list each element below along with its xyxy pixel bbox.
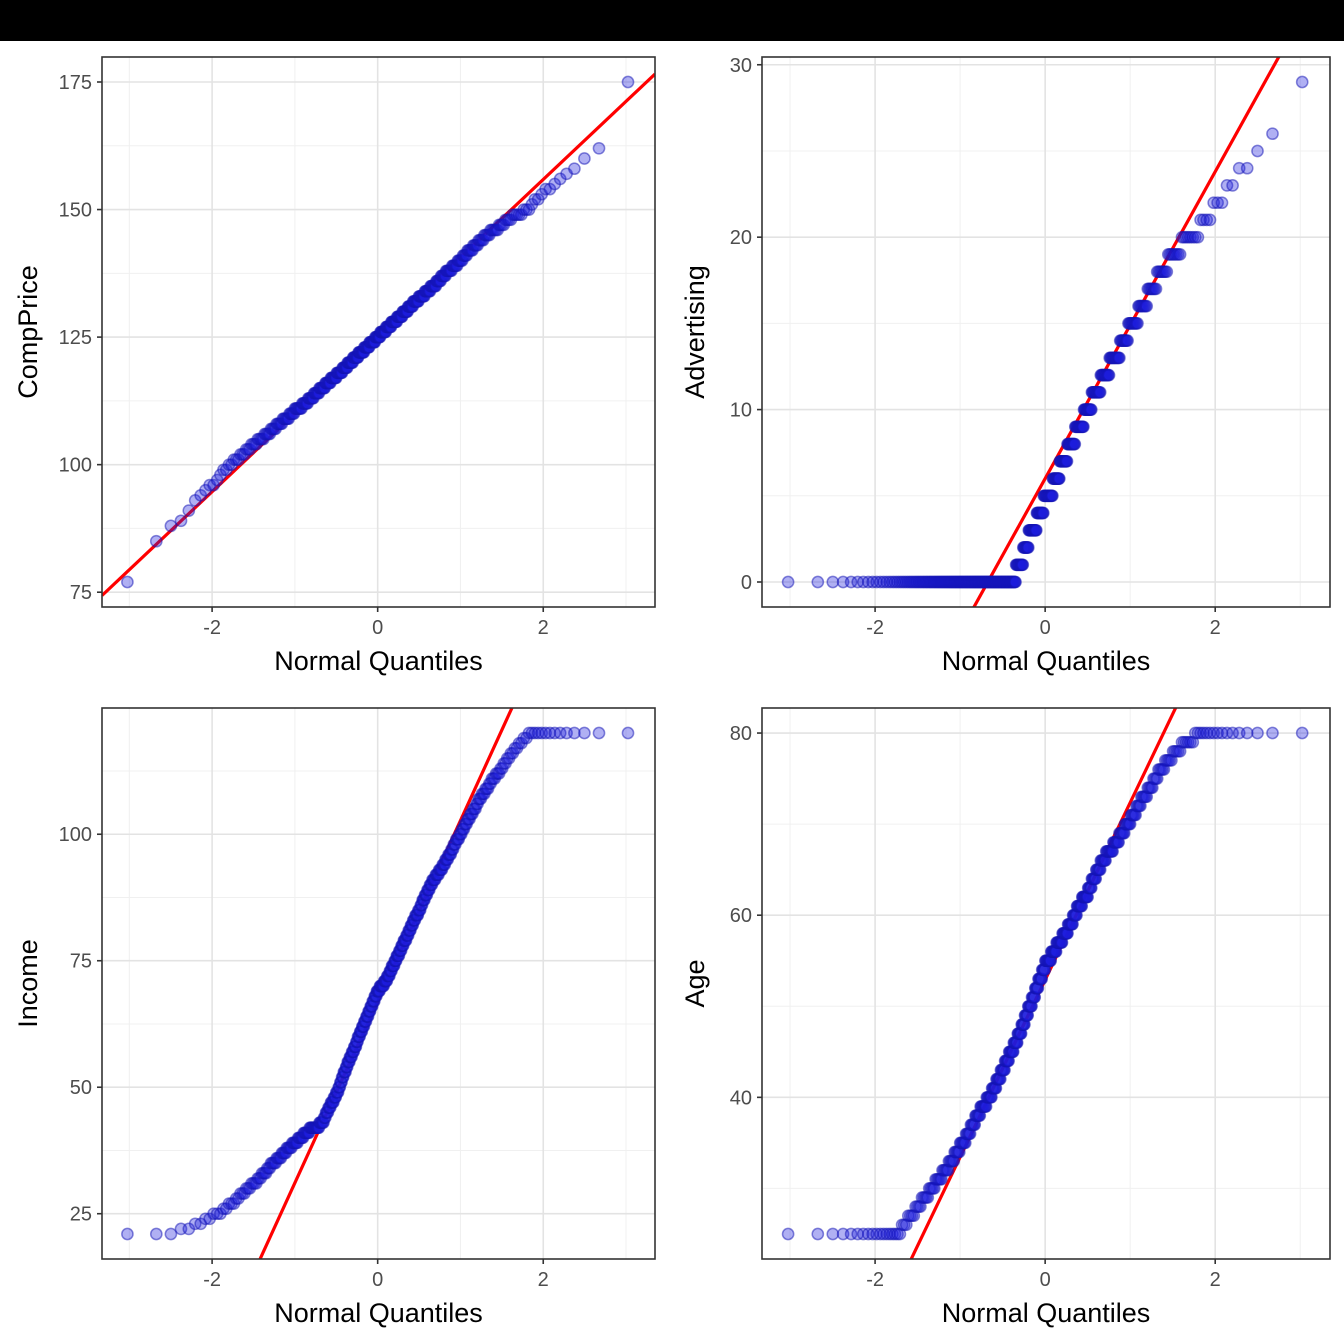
- qq-plot-advertising: -2 0 2 0 10 20 30 Normal Quantiles Advertising: [672, 41, 1344, 690]
- panel-border: [101, 56, 656, 608]
- panel-background: [762, 57, 1330, 607]
- qq-ref-line: [972, 57, 1281, 607]
- y-axis-title: CompPrice: [13, 265, 43, 399]
- x-tick-labels: -2 0 2: [866, 617, 1221, 639]
- y-axis-title: Income: [13, 939, 43, 1028]
- svg-text:0: 0: [741, 572, 752, 594]
- qq-points: [781, 75, 1309, 589]
- y-axis-title: Advertising: [680, 265, 710, 399]
- x-tick-labels: -2 0 2: [203, 617, 549, 639]
- qq-plot-income: -2 0 2 25 50 75 100 Normal Quantiles Income: [0, 690, 672, 1344]
- qq-chart-age-svg: -2 0 2 40 60 80 Normal Quantiles Age: [680, 707, 1331, 1328]
- svg-text:20: 20: [730, 227, 752, 249]
- svg-text:50: 50: [70, 1077, 92, 1099]
- qq-points: [121, 75, 635, 589]
- x-tick-labels: -2 0 2: [866, 1269, 1221, 1291]
- x-axis-title: Normal Quantiles: [942, 1298, 1151, 1328]
- svg-text:30: 30: [730, 55, 752, 77]
- grid-major: [762, 708, 1330, 1259]
- x-axis-title: Normal Quantiles: [942, 646, 1151, 676]
- grid-minor: [102, 708, 655, 1259]
- axis-ticks: [757, 732, 1217, 1264]
- qq-plot-age: -2 0 2 40 60 80 Normal Quantiles Age: [672, 690, 1344, 1344]
- axis-ticks: [97, 833, 545, 1264]
- svg-text:100: 100: [59, 824, 92, 846]
- svg-text:2: 2: [1210, 617, 1221, 639]
- panel-border: [761, 707, 1331, 1260]
- svg-text:40: 40: [730, 1087, 752, 1109]
- svg-text:0: 0: [372, 1269, 383, 1291]
- svg-text:-2: -2: [203, 617, 221, 639]
- svg-text:2: 2: [538, 617, 549, 639]
- x-axis-title: Normal Quantiles: [274, 646, 483, 676]
- svg-text:10: 10: [730, 400, 752, 422]
- svg-text:125: 125: [59, 327, 92, 349]
- svg-text:175: 175: [59, 72, 92, 94]
- x-tick-labels: -2 0 2: [203, 1269, 549, 1291]
- svg-text:75: 75: [70, 951, 92, 973]
- panel-border: [761, 56, 1331, 608]
- svg-text:0: 0: [1040, 1269, 1051, 1291]
- panel-border: [101, 707, 656, 1260]
- svg-text:2: 2: [538, 1269, 549, 1291]
- svg-text:80: 80: [730, 723, 752, 745]
- grid-major: [102, 708, 655, 1259]
- qq-chart-compprice-svg: -2 0 2 75 100 125 150 175 Normal Quantiles CompPr…: [13, 56, 656, 676]
- y-axis-title: Age: [680, 959, 710, 1007]
- axis-ticks: [97, 81, 545, 612]
- svg-text:150: 150: [59, 200, 92, 222]
- svg-text:100: 100: [59, 455, 92, 477]
- qq-points: [781, 726, 1309, 1241]
- svg-text:75: 75: [70, 582, 92, 604]
- y-tick-labels: 40 60 80: [730, 723, 752, 1109]
- qq-plot-compprice: -2 0 2 75 100 125 150 175 Normal Quantiles CompPr…: [0, 41, 672, 690]
- svg-text:2: 2: [1210, 1269, 1221, 1291]
- svg-text:60: 60: [730, 905, 752, 927]
- qq-points: [121, 726, 635, 1241]
- x-axis-title: Normal Quantiles: [274, 1298, 483, 1328]
- y-tick-labels: 0 10 20 30: [730, 55, 752, 594]
- grid-minor: [102, 57, 655, 607]
- axis-ticks: [757, 63, 1217, 612]
- svg-text:25: 25: [70, 1204, 92, 1226]
- svg-text:-2: -2: [866, 617, 884, 639]
- y-tick-labels: 25 50 75 100: [59, 824, 92, 1225]
- qq-plot-grid: -2 0 2 75 100 125 150 175 Normal Quantiles CompPr…: [0, 41, 1344, 1344]
- qq-chart-income-svg: -2 0 2 25 50 75 100 Normal Quantiles Income: [13, 707, 656, 1328]
- top-black-bar: [0, 0, 1344, 41]
- svg-text:-2: -2: [203, 1269, 221, 1291]
- svg-text:-2: -2: [866, 1269, 884, 1291]
- svg-text:0: 0: [1040, 617, 1051, 639]
- svg-text:0: 0: [372, 617, 383, 639]
- y-tick-labels: 75 100 125 150 175: [59, 72, 92, 604]
